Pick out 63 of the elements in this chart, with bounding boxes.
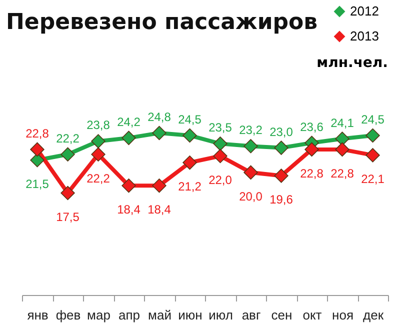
x-tick-label: мар <box>87 308 110 322</box>
point <box>335 142 350 157</box>
data-label: 18,4 <box>148 202 172 217</box>
point <box>60 147 75 162</box>
data-label: 18,4 <box>117 202 141 217</box>
text: млн.чел. <box>316 55 388 71</box>
x-tick-label: сен <box>271 308 292 322</box>
data-label: 22,8 <box>330 166 354 180</box>
x-tick-label: окт <box>302 308 322 322</box>
x-tick-label: янв <box>27 308 48 322</box>
x-tick-label: июн <box>178 308 202 322</box>
x-tick-label: апр <box>118 308 140 322</box>
data-label: 21,2 <box>178 180 202 194</box>
data-label: 21,5 <box>26 177 50 192</box>
legend-label: 2012 <box>350 4 379 18</box>
data-label: 22,8 <box>300 166 324 180</box>
data-label: 22,0 <box>208 173 232 188</box>
point <box>30 142 44 157</box>
point <box>152 178 166 193</box>
data-label: 22,1 <box>361 172 385 186</box>
data-label: 17,5 <box>56 210 80 224</box>
point <box>152 126 166 140</box>
point <box>274 140 288 155</box>
data-label: 22,2 <box>56 131 80 146</box>
data-label: 24,2 <box>117 114 141 129</box>
data-label: 24,1 <box>330 116 354 130</box>
data-label: 24,5 <box>178 112 202 126</box>
data-label: 23,5 <box>208 120 232 135</box>
chart-title: Перевезено пассажиров <box>6 10 318 35</box>
point <box>91 147 106 162</box>
data-label: 23,8 <box>86 118 110 132</box>
point <box>213 148 228 164</box>
data-label: 23,6 <box>300 120 324 134</box>
point <box>213 136 228 151</box>
point <box>122 130 136 146</box>
x-tick-label: авг <box>242 308 261 322</box>
data-label: 20,0 <box>239 189 263 204</box>
point <box>182 155 197 170</box>
x-tick-label: фев <box>56 308 81 322</box>
point <box>122 178 136 193</box>
data-label: 19,6 <box>270 192 294 207</box>
point <box>60 186 75 200</box>
point <box>182 128 197 143</box>
x-tick-label: дек <box>362 308 384 322</box>
legend-label: 2013 <box>350 28 379 44</box>
point <box>366 148 380 162</box>
point <box>304 142 319 157</box>
data-label: 24,5 <box>361 112 385 126</box>
point <box>91 134 106 148</box>
x-tick-label: июл <box>208 308 233 322</box>
point <box>244 139 258 154</box>
data-label: 23,2 <box>239 123 263 138</box>
data-label: 23,0 <box>270 124 294 139</box>
data-label: 22,2 <box>86 171 110 186</box>
point <box>244 165 258 180</box>
point <box>366 128 380 143</box>
point <box>335 132 350 146</box>
point <box>30 153 44 168</box>
data-label: 22,8 <box>26 126 50 140</box>
data-label: 24,8 <box>148 110 172 124</box>
x-tick-label: ноя <box>332 308 354 322</box>
x-tick-label: май <box>148 308 172 322</box>
point <box>274 168 288 183</box>
